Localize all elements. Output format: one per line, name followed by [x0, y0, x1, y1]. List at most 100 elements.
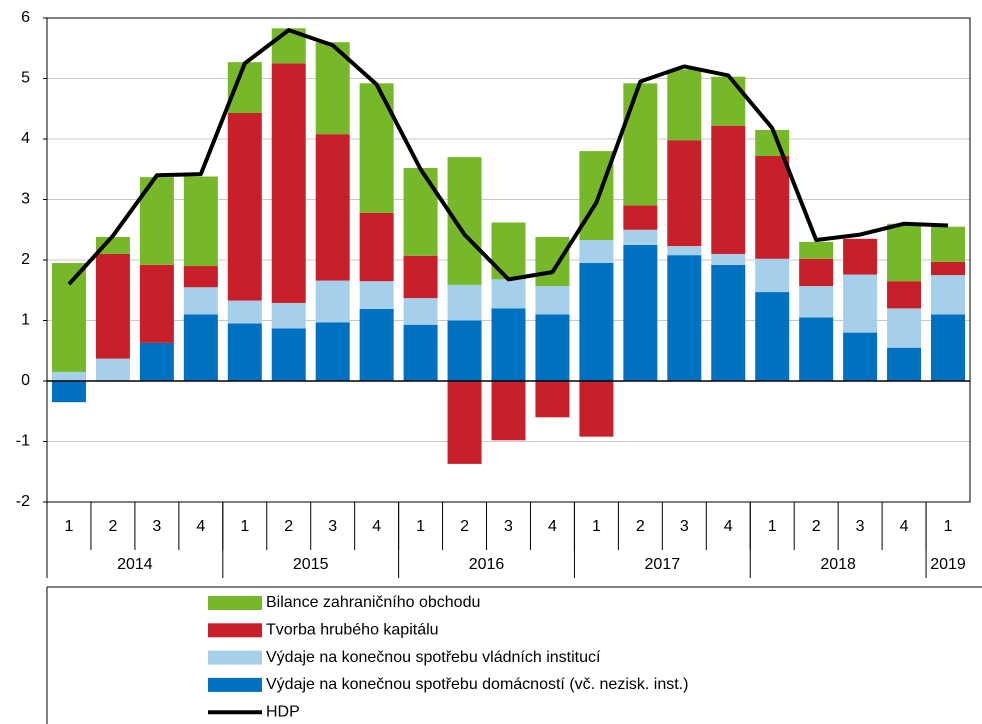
bar-segment — [315, 322, 350, 381]
y-tick-label: -2 — [16, 493, 30, 510]
bar-segment — [755, 129, 790, 156]
x-tick-label: 4 — [196, 518, 205, 535]
bar-segment — [931, 261, 966, 276]
x-tick-label: 3 — [504, 518, 513, 535]
x-tick-label: 4 — [724, 518, 733, 535]
legend-label: HDP — [266, 703, 300, 720]
bar-segment — [183, 287, 218, 315]
bar-segment — [535, 381, 570, 418]
bar-segment — [887, 347, 922, 381]
legend-label: Výdaje na konečnou spotřebu vládních ins… — [266, 649, 601, 666]
bar-segment — [843, 274, 878, 333]
bar-segment — [667, 246, 702, 256]
y-tick-label: 6 — [21, 9, 30, 26]
bar-segment — [535, 286, 570, 315]
bar-segment — [931, 314, 966, 381]
bar-segment — [139, 264, 174, 343]
bar-segment — [95, 253, 130, 359]
bar-segment — [227, 62, 262, 113]
bar-segment — [403, 298, 438, 325]
x-tick-label: 1 — [65, 518, 74, 535]
bar-segment — [51, 381, 86, 403]
y-tick-label: 1 — [21, 312, 30, 329]
y-tick-label: -1 — [16, 433, 30, 450]
x-tick-label: 3 — [152, 518, 161, 535]
bar-segment — [359, 309, 394, 381]
x-tick-label: 3 — [680, 518, 689, 535]
bar-segment — [95, 358, 130, 381]
bar-segment — [447, 381, 482, 464]
group-label: 2018 — [820, 556, 856, 573]
bar-segment — [931, 226, 966, 262]
bar-segment — [271, 328, 306, 381]
bar-segment — [51, 263, 86, 372]
x-tick-label: 4 — [372, 518, 381, 535]
bar-segment — [887, 308, 922, 348]
x-tick-label: 1 — [416, 518, 425, 535]
bar-segment — [667, 140, 702, 247]
bar-segment — [491, 279, 526, 309]
bar-segment — [711, 264, 746, 381]
line-series — [67, 28, 949, 286]
bar-segment — [843, 332, 878, 381]
bar-segment — [755, 292, 790, 381]
x-tick-label: 1 — [592, 518, 601, 535]
x-tick-label: 4 — [548, 518, 557, 535]
legend-swatch — [208, 596, 262, 610]
bar-segment — [667, 255, 702, 381]
bar-segment — [579, 240, 614, 264]
legend-label: Výdaje na konečnou spotřebu domácností (… — [266, 676, 688, 693]
x-tick-label: 2 — [636, 518, 645, 535]
x-tick-label: 2 — [284, 518, 293, 535]
x-tick-label: 1 — [240, 518, 249, 535]
bar-segment — [403, 324, 438, 381]
x-tick-label: 3 — [328, 518, 337, 535]
bar-segment — [491, 308, 526, 381]
bar-segment — [183, 314, 218, 381]
bar-segment — [359, 83, 394, 213]
bar-segment — [711, 253, 746, 265]
bar-segment — [755, 258, 790, 293]
bar-segment — [139, 342, 174, 381]
bar-segment — [403, 168, 438, 256]
legend-label: Bilance zahraničního obchodu — [266, 594, 480, 611]
bar-segment — [623, 205, 658, 230]
x-tick-label: 1 — [944, 518, 953, 535]
group-label: 2017 — [645, 556, 681, 573]
bar-segment — [183, 176, 218, 267]
bar-segment — [51, 371, 86, 381]
group-label: 2014 — [117, 556, 153, 573]
bar-segment — [447, 320, 482, 381]
legend-swatch — [208, 677, 262, 692]
plot-frame — [46, 17, 971, 503]
y-tick-label: 2 — [21, 251, 30, 268]
y-tick-label: 3 — [21, 191, 30, 208]
x-tick-label: 2 — [108, 518, 117, 535]
bar-segment — [799, 317, 834, 381]
bar-segment — [799, 241, 834, 259]
y-tick-label: 0 — [21, 372, 30, 389]
x-tick-label: 3 — [856, 518, 865, 535]
bar-segment — [623, 83, 658, 206]
bar-segment — [359, 281, 394, 310]
bar-segment — [227, 323, 262, 381]
bar-segment — [359, 212, 394, 282]
bar-segment — [447, 157, 482, 285]
y-tick-label: 5 — [21, 70, 30, 87]
bar-segment — [315, 280, 350, 323]
bar-segment — [887, 223, 922, 282]
x-tick-label: 1 — [768, 518, 777, 535]
bar-segment — [931, 275, 966, 315]
bar-segment — [711, 76, 746, 126]
x-tick-label: 2 — [460, 518, 469, 535]
bar-segment — [579, 263, 614, 381]
bar-segment — [667, 69, 702, 141]
bar-segment — [271, 63, 306, 303]
legend-label: Tvorba hrubého kapitálu — [266, 622, 439, 639]
bar-segment — [95, 237, 130, 254]
bar-segment — [755, 155, 790, 259]
bar-segment — [491, 222, 526, 280]
bar-segment — [535, 237, 570, 287]
bar-segment — [887, 281, 922, 309]
